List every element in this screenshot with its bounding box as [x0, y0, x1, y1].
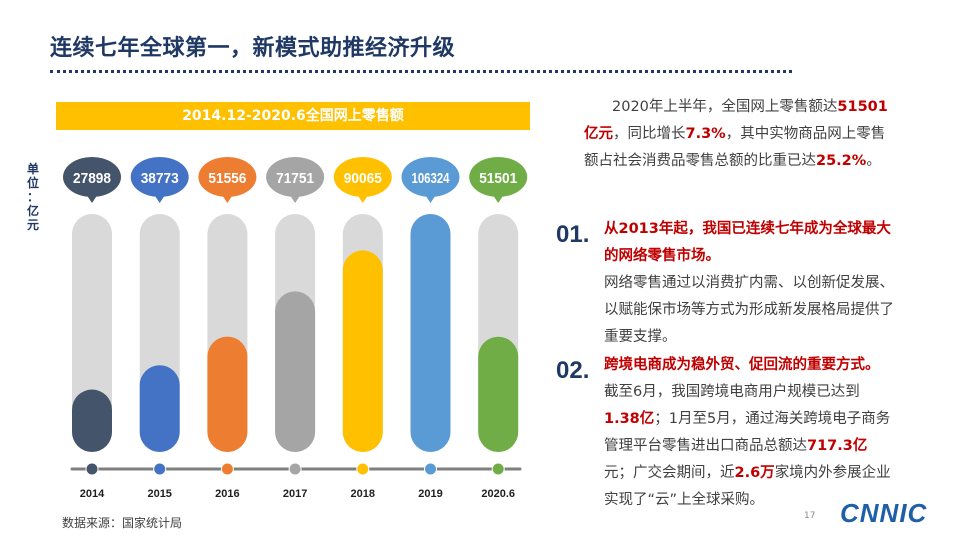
cnnic-logo: CNNIC	[840, 498, 928, 528]
timeline-dot	[356, 462, 370, 476]
intro-paragraph: 2020年上半年，全国网上零售额达51501亿元，同比增长7.3%，其中实物商品…	[584, 94, 894, 175]
point-highlight: 717.3亿	[807, 438, 868, 454]
unit-char: 元	[26, 218, 39, 232]
category-label: 2020.6	[481, 488, 515, 500]
category-label: 2017	[283, 488, 307, 500]
timeline-dot	[153, 462, 167, 476]
bubble-pointer	[356, 194, 369, 203]
unit-char: 位	[26, 176, 39, 190]
chart-title-banner: 2014.12-2020.6全国网上零售额	[56, 102, 530, 130]
point-text: ；1月至5月，通过海关跨境电子商务管理平台零售进出口商品总额达	[604, 411, 891, 454]
point-body: 网络零售通过以消费扩内需、以创新促发展、以赋能保市场等方式为形成新发展格局提供了…	[604, 275, 894, 345]
value-bubble	[130, 157, 189, 197]
timeline-dot	[491, 462, 505, 476]
bubble-pointer	[492, 194, 505, 203]
title-divider	[50, 70, 792, 73]
bar	[207, 336, 248, 452]
data-label: 38773	[141, 170, 179, 187]
value-bubble	[401, 157, 460, 197]
timeline-dot	[85, 462, 99, 476]
bubble-pointer	[424, 194, 437, 203]
bubble-pointer	[289, 194, 302, 203]
point-number: 02.	[556, 357, 590, 384]
unit-char: 亿	[26, 204, 39, 218]
point-title: 从2013年起，我国已连续七年成为全球最大的网络零售市场。	[604, 221, 891, 264]
data-label: 51501	[479, 170, 517, 187]
category-label: 2018	[351, 488, 375, 500]
data-source: 数据来源：国家统计局	[62, 516, 183, 530]
value-bubble	[198, 157, 257, 197]
point-highlight: 1.38亿	[604, 411, 655, 427]
bar	[72, 389, 112, 452]
point-text: 家境内外参展企业实现了“云”上全球采购。	[604, 465, 891, 508]
point-1: 从2013年起，我国已连续七年成为全球最大的网络零售市场。 网络零售通过以消费扩…	[604, 216, 894, 351]
bar	[275, 291, 316, 452]
point-highlight: 2.6万	[734, 465, 775, 481]
timeline-dot	[288, 462, 302, 476]
data-label: 51556	[208, 170, 246, 187]
value-bubble	[266, 157, 325, 197]
intro-text: 。	[866, 153, 881, 169]
point-text: 截至6月，我国跨境电商用户规模已达到	[604, 384, 860, 400]
unit-label: 单 位 ： 亿 元	[26, 162, 40, 232]
point-2: 跨境电商成为稳外贸、促回流的重要方式。 截至6月，我国跨境电商用户规模已达到 1.…	[604, 352, 894, 514]
value-bubble	[469, 157, 528, 197]
bubble-pointer	[86, 194, 98, 203]
bubble-pointer	[153, 194, 166, 203]
bar	[342, 250, 383, 452]
unit-char: ：	[26, 190, 39, 204]
bar	[478, 336, 519, 452]
intro-highlight: 25.2%	[816, 153, 867, 169]
page-title: 连续七年全球第一，新模式助推经济升级	[50, 36, 456, 61]
unit-char: 单	[26, 162, 39, 176]
intro-text: ，其中实物商品网上零售额占社会消费品零售总额的比重已达	[584, 126, 886, 169]
point-title: 跨境电商成为稳外贸、促回流的重要方式。	[604, 357, 880, 373]
point-body: 截至6月，我国跨境电商用户规模已达到 1.38亿；1月至5月，通过海关跨境电子商务…	[604, 379, 894, 514]
value-bubble	[63, 157, 121, 197]
data-label: 71751	[276, 170, 314, 187]
bar	[410, 214, 451, 452]
timeline-dot	[424, 462, 437, 476]
point-number: 01.	[556, 221, 590, 248]
value-bubble	[333, 157, 392, 197]
timeline-dot	[220, 462, 234, 476]
point-text: 元；广交会期间，近	[604, 465, 735, 481]
bar	[139, 365, 180, 452]
page-number: 17	[804, 511, 816, 521]
bubble-pointer	[221, 194, 234, 203]
intro-text: ，同比增长	[613, 126, 686, 142]
data-label: 27898	[73, 170, 111, 187]
intro-highlight: 51501亿元	[584, 99, 888, 142]
data-label: 106324	[412, 170, 450, 187]
category-label: 2014	[80, 488, 105, 500]
intro-text: 2020年上半年，全国网上零售额达	[612, 99, 838, 115]
intro-highlight: 7.3%	[685, 126, 726, 142]
category-label: 2019	[418, 488, 442, 500]
category-label: 2015	[147, 488, 171, 500]
category-label: 2016	[215, 488, 239, 500]
data-label: 90065	[344, 170, 382, 187]
